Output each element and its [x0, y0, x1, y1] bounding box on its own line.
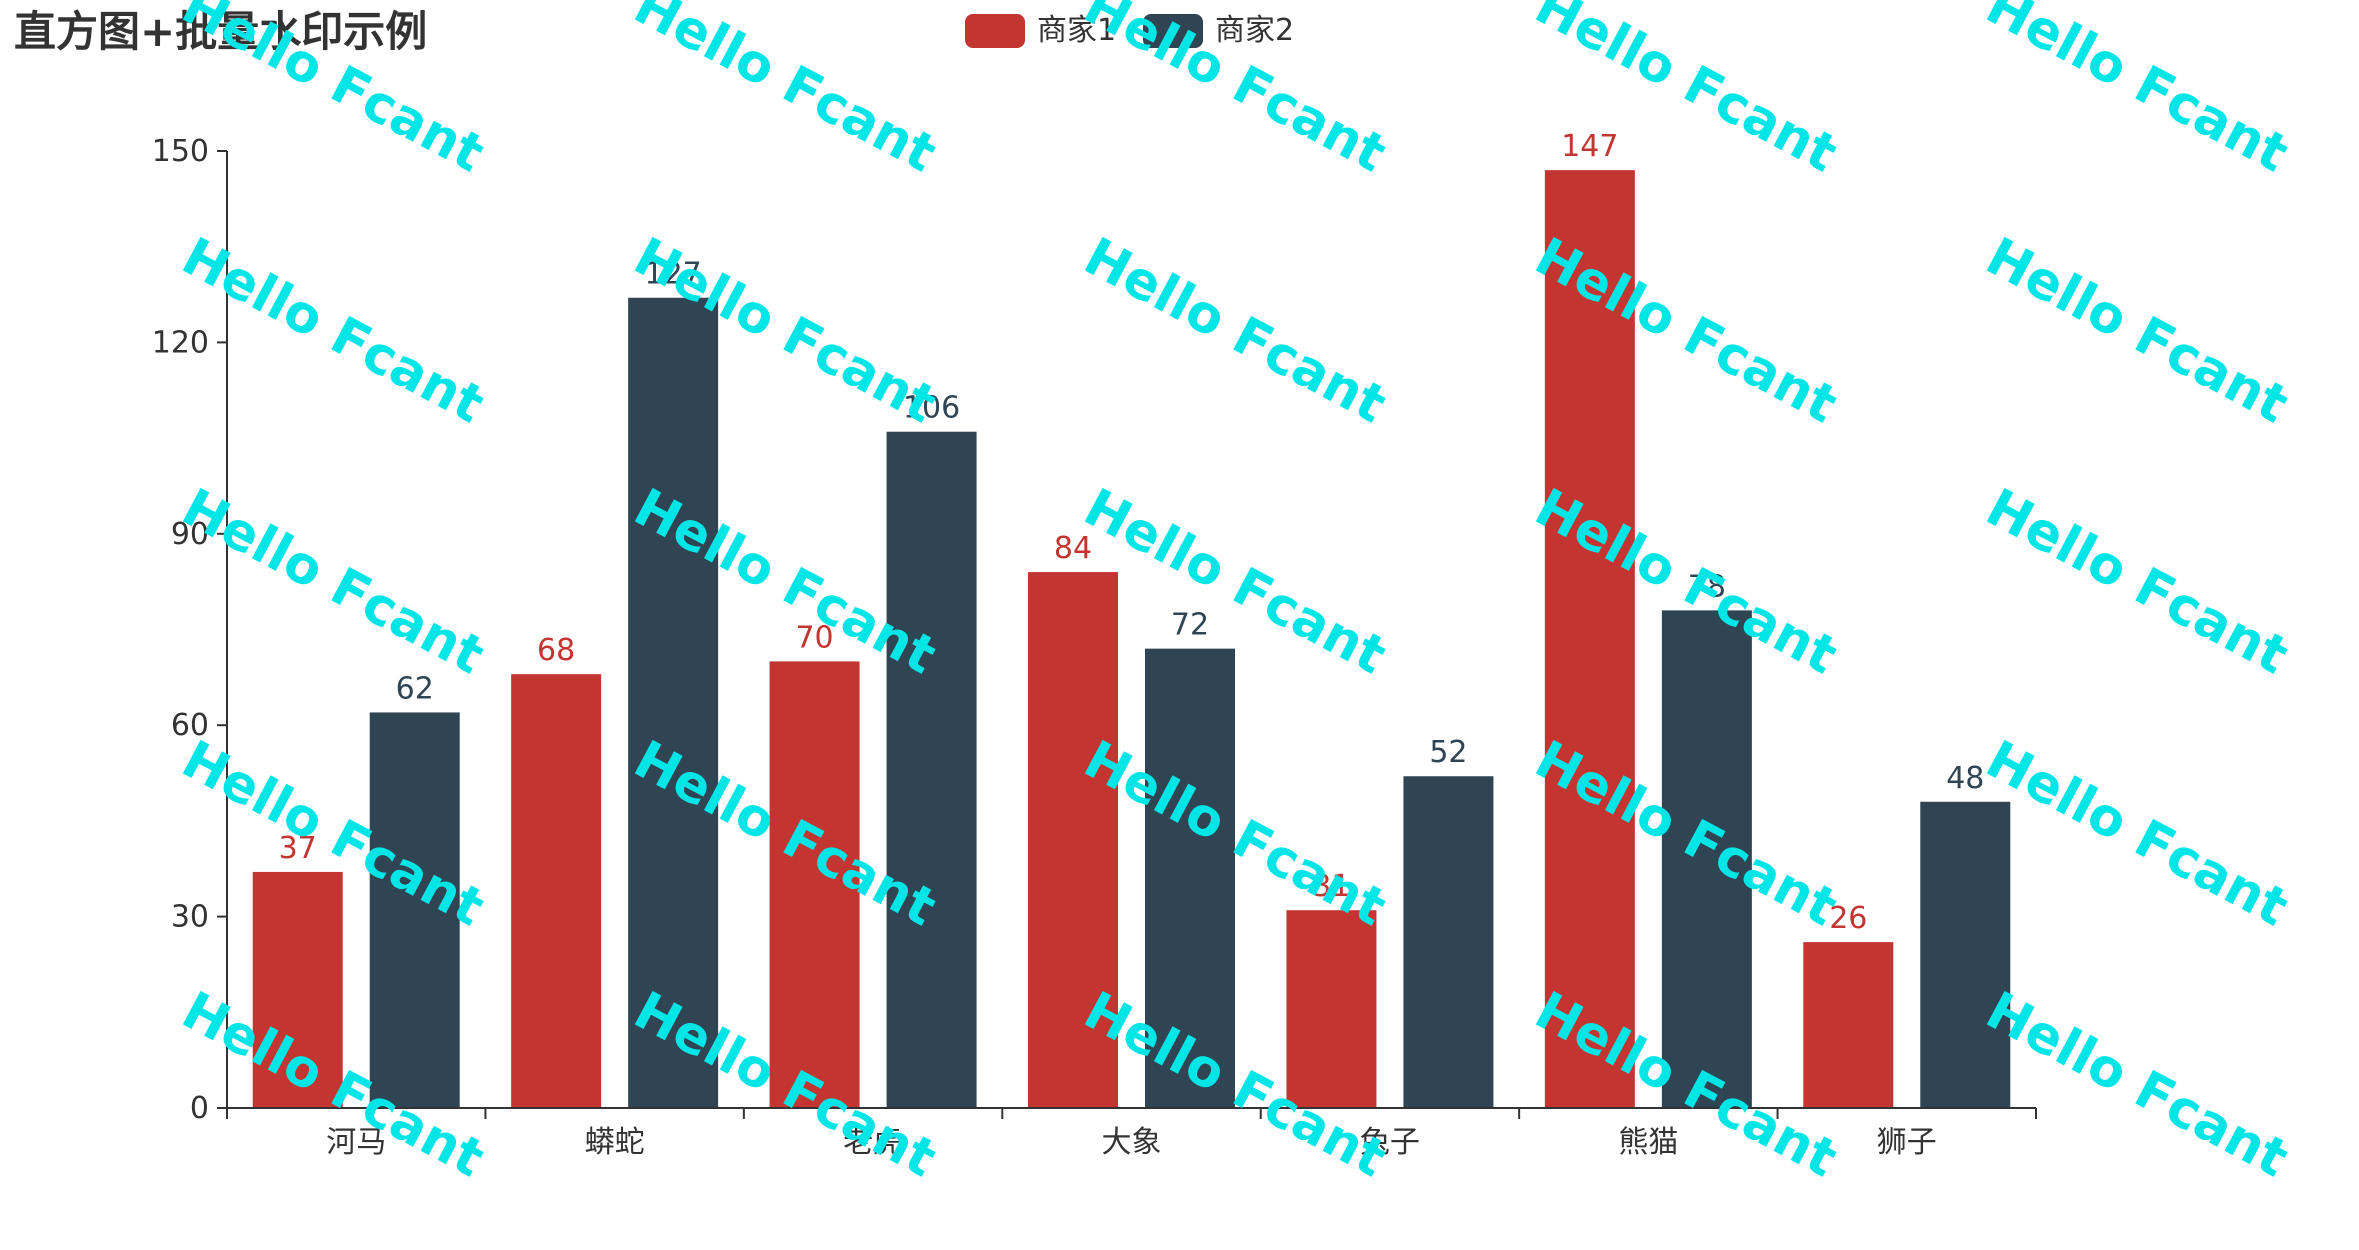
data-label: 72: [1171, 608, 1209, 643]
data-label: 68: [537, 633, 575, 668]
watermark: Hello Fcant: [1977, 730, 2298, 939]
y-tick-label: 0: [190, 1091, 209, 1126]
x-tick-label: 大象: [1102, 1125, 1162, 1160]
data-label: 26: [1829, 901, 1867, 936]
y-tick-label: 120: [152, 325, 209, 360]
data-label: 127: [645, 257, 702, 292]
data-label: 84: [1054, 531, 1092, 566]
watermark: Hello Fcant: [173, 227, 494, 436]
y-tick-label: 30: [171, 900, 209, 935]
bar: [1286, 910, 1377, 1108]
bar: [1920, 801, 2011, 1108]
watermark: Hello Fcant: [1977, 0, 2298, 184]
x-tick-label: 老虎: [843, 1125, 903, 1160]
data-label: 78: [1688, 569, 1726, 604]
y-tick-label: 90: [171, 517, 209, 552]
legend-item[interactable]: 商家2: [1143, 13, 1294, 48]
bar: [1544, 170, 1635, 1108]
bar: [886, 431, 977, 1109]
bar: [769, 661, 860, 1108]
bar: [1403, 776, 1494, 1108]
watermark: Hello Fcant: [625, 0, 946, 184]
watermark: Hello Fcant: [1977, 981, 2298, 1190]
bar: [511, 674, 602, 1108]
chart-title: 直方图+批量水印示例: [14, 7, 427, 56]
data-label: 62: [396, 671, 434, 706]
y-tick-label: 150: [152, 134, 209, 169]
chart-legend[interactable]: 商家1 商家2: [965, 13, 1294, 48]
x-tick-label: 兔子: [1360, 1125, 1420, 1160]
y-tick-label: 60: [171, 708, 209, 743]
data-label: 52: [1429, 735, 1467, 770]
bar: [1145, 648, 1235, 1108]
bar: [1803, 942, 1894, 1108]
data-labels-group: 37 62 68 127 70 106 84 72 31 52 147 78 26 48: [279, 129, 1985, 936]
x-tick-label: 蟒蛇: [585, 1125, 645, 1160]
legend-label: 商家2: [1215, 13, 1294, 48]
data-label: 70: [795, 620, 833, 655]
data-label: 147: [1561, 129, 1618, 164]
legend-swatch: [965, 14, 1025, 48]
bar: [1661, 610, 1752, 1108]
bar: [628, 297, 719, 1108]
data-label: 37: [279, 831, 317, 866]
watermark: Hello Fcant: [1977, 478, 2298, 687]
bar: [252, 871, 343, 1108]
bars-group: [252, 170, 2011, 1109]
data-label: 106: [903, 391, 960, 426]
legend-swatch: [1143, 14, 1203, 48]
legend-label: 商家1: [1037, 13, 1116, 48]
x-tick-label: 狮子: [1877, 1125, 1937, 1160]
watermark: Hello Fcant: [1075, 227, 1396, 436]
x-tick-label: 熊猫: [1618, 1125, 1678, 1160]
data-label: 31: [1312, 869, 1350, 904]
bar: [369, 712, 460, 1108]
legend-item[interactable]: 商家1: [965, 13, 1116, 48]
watermark: Hello Fcant: [173, 478, 494, 687]
axes-group: 0 30 60 90 120 150 河马 蟒蛇 老虎 大象 兔子 熊猫 狮子: [152, 134, 2037, 1160]
bar: [1028, 572, 1118, 1108]
watermark: Hello Fcant: [1977, 227, 2298, 436]
data-label: 48: [1946, 761, 1984, 796]
x-tick-label: 河马: [326, 1125, 386, 1160]
